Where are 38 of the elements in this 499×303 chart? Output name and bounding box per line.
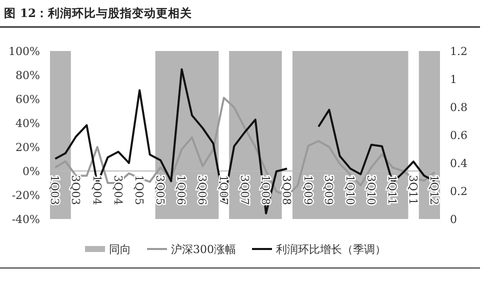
y2-tick-label: 1 [450,73,457,86]
y-tick-label: -20% [12,189,40,202]
x-tick-label: 1Q12 [428,175,441,206]
x-tick-label: 3Q10 [364,175,378,206]
chart-title: 图 12：利润环比与股指变动更相关 [4,6,192,20]
y-tick-label: -40% [12,213,40,226]
x-tick-label: 1Q07 [216,175,230,206]
y2-tick-label: 0.2 [450,185,468,198]
x-tick-label: 3Q11 [406,175,420,206]
y-tick-label: 60% [16,93,40,106]
y-tick-label: 80% [16,69,40,82]
x-tick-label: 3Q05 [153,175,166,206]
x-tick-label: 1Q10 [343,175,356,206]
x-tick-label: 1Q11 [386,175,399,206]
x-tick-label: 1Q05 [132,175,146,206]
x-tick-label: 3Q08 [280,175,294,206]
y2-tick-label: 0.4 [450,157,468,170]
y2-tick-label: 1.2 [450,45,468,58]
x-tick-label: 1Q09 [301,175,314,206]
legend-label: 沪深300涨幅 [171,243,236,256]
x-tick-label: 1Q04 [90,175,104,206]
y2-tick-label: 0 [450,213,457,226]
legend-label: 同向 [109,243,131,256]
y-tick-label: 20% [16,141,40,154]
x-tick-label: 1Q06 [174,175,188,206]
x-tick-label: 1Q03 [48,175,62,206]
y-tick-label: 0% [22,165,40,178]
y2-tick-label: 0.6 [450,129,468,142]
x-tick-label: 3Q09 [322,175,336,206]
y-tick-label: 100% [8,45,40,58]
x-tick-label: 3Q03 [69,175,82,206]
legend-label: 利润环比增长（季调） [276,243,386,256]
x-tick-label: 3Q06 [196,175,209,206]
y2-tick-label: 0.8 [450,101,468,114]
x-tick-label: 1Q08 [259,175,272,206]
y-tick-label: 40% [16,117,40,130]
x-tick-label: 3Q04 [111,175,124,206]
x-tick-label: 3Q07 [238,175,251,206]
